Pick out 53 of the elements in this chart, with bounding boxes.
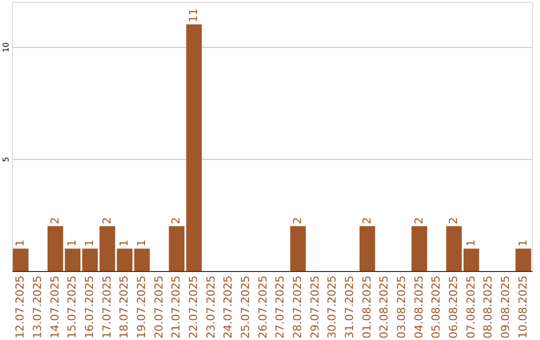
y-tick-label: 5 [2,156,10,162]
data-label: 2 [291,217,304,224]
data-label: 2 [360,217,374,224]
data-label: 1 [516,240,530,247]
x-tick-label: 22.07.2025 [187,276,200,338]
data-label: 11 [187,8,200,22]
x-tick-label: 25.07.2025 [239,276,252,338]
bar [360,226,376,271]
x-tick-label: 30.07.2025 [326,276,339,338]
x-tick-label: 12.07.2025 [14,276,27,338]
data-label: 1 [135,240,148,247]
x-tick-label: 10.08.2025 [516,276,530,338]
x-tick-label: 26.07.2025 [256,276,270,338]
x-tick-label: 01.08.2025 [360,276,374,338]
x-tick-label: 14.07.2025 [48,276,62,338]
x-tick-label: 06.08.2025 [447,276,460,338]
x-tick-label: 19.07.2025 [135,276,148,338]
x-tick-label: 02.08.2025 [378,276,391,338]
data-label: 2 [412,217,426,224]
x-tick-label: 23.07.2025 [204,276,218,338]
data-label: 2 [48,217,62,224]
bar [12,248,28,271]
x-tick-label: 17.07.2025 [100,276,114,338]
x-tick-label: 31.07.2025 [343,276,356,338]
bar [516,248,532,271]
x-tick-label: 16.07.2025 [83,276,96,338]
x-tick-label: 27.07.2025 [274,276,287,338]
x-tick-label: 05.08.2025 [430,276,443,338]
data-label: 1 [14,240,27,247]
x-tick-label: 13.07.2025 [31,276,44,338]
x-tick-label: 09.08.2025 [499,276,512,338]
data-label: 1 [66,240,79,247]
x-tick-label: 20.07.2025 [152,276,166,338]
data-label: 2 [170,217,183,224]
x-tick-label: 24.07.2025 [222,276,235,338]
bar [290,226,306,271]
x-tick-label: 28.07.2025 [291,276,304,338]
x-tick-label: 08.08.2025 [482,276,495,338]
data-label: 2 [447,217,460,224]
data-label: 1 [118,240,131,247]
x-tick-label: 04.08.2025 [412,276,426,338]
data-label: 1 [83,240,96,247]
data-label: 1 [464,240,478,247]
y-tick-label: 10 [2,42,10,52]
x-tick-label: 07.08.2025 [464,276,478,338]
x-tick-label: 15.07.2025 [66,276,79,338]
data-label: 2 [100,217,114,224]
x-tick-label: 21.07.2025 [170,276,183,338]
x-tick-label: 03.08.2025 [395,276,408,338]
bar [412,226,428,271]
x-tick-label: 18.07.2025 [118,276,131,338]
bar [48,226,64,271]
x-tick-label: 29.07.2025 [308,276,322,338]
